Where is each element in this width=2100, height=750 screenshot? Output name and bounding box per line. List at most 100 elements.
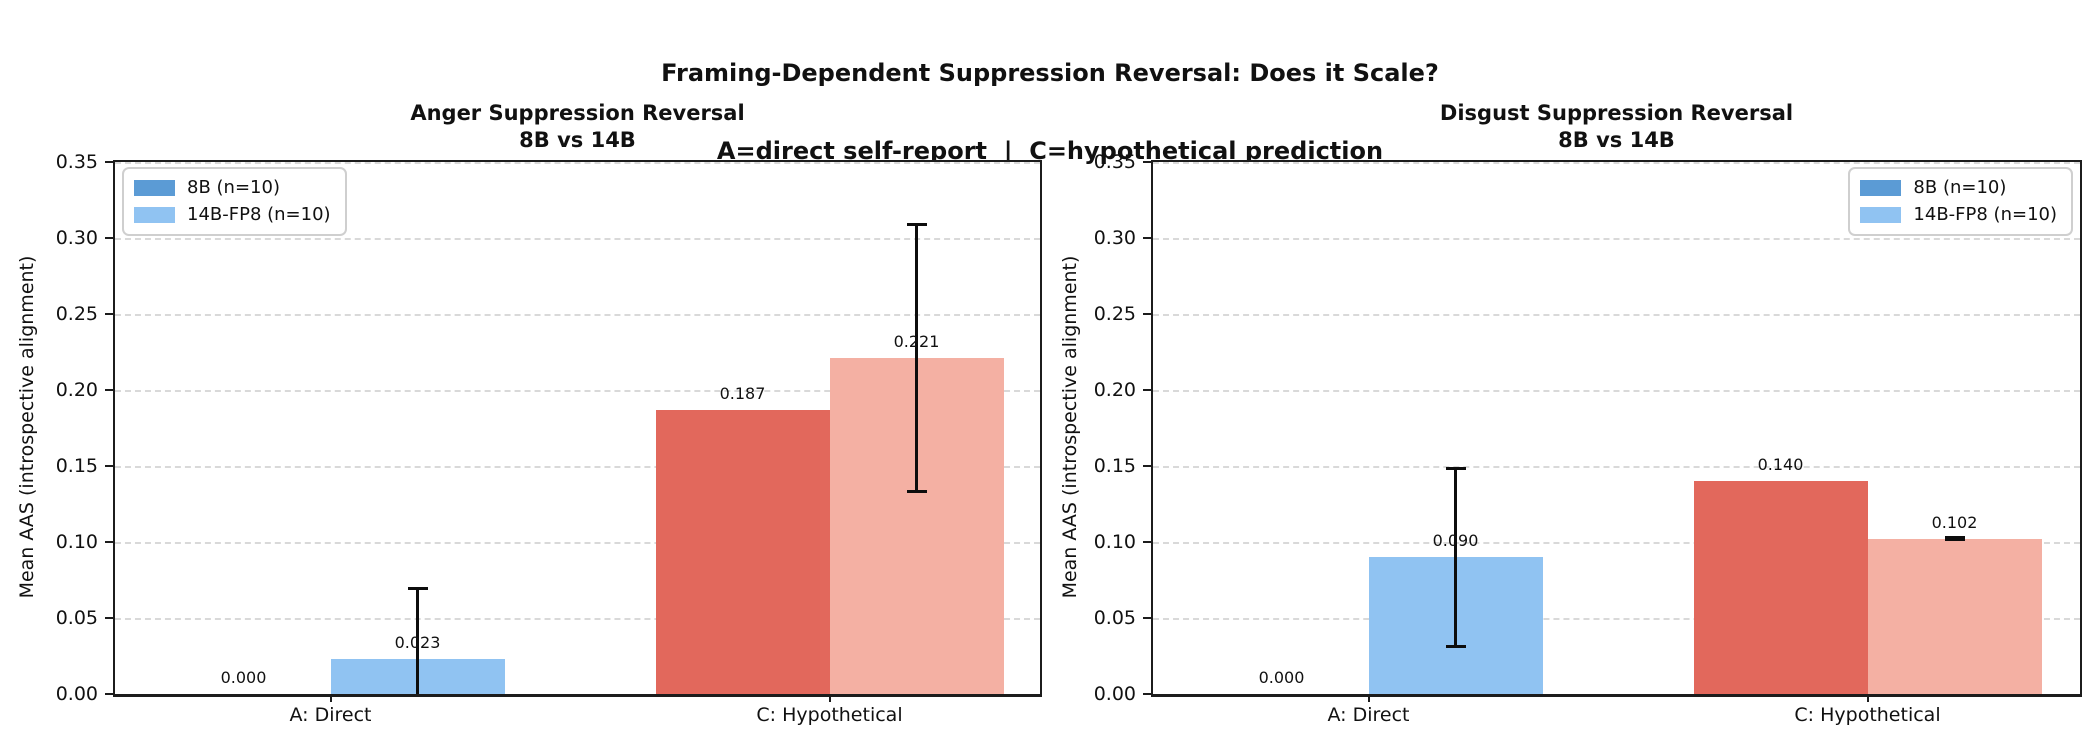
anger-subplot: Anger Suppression Reversal 8B vs 14B Mea… [16, 101, 1042, 726]
bar-value-label: 0.000 [220, 668, 267, 687]
disgust-subplot-title: Disgust Suppression Reversal 8B vs 14B [1151, 100, 2082, 154]
gridline [115, 390, 1040, 392]
bar-8b [655, 409, 830, 694]
gridline [115, 466, 1040, 468]
legend-item: 14B-FP8 (n=10) [1860, 205, 2057, 225]
y-tick-label: 0.25 [55, 303, 98, 325]
gridline [115, 162, 1040, 164]
error-bar-cap-top [906, 223, 927, 227]
bar-value-label: 0.000 [1258, 668, 1305, 687]
legend-color-swatch [134, 180, 175, 196]
x-tick-mark [828, 694, 831, 702]
x-tick-label: A: Direct [289, 704, 372, 726]
disgust-subplot: Disgust Suppression Reversal 8B vs 14B M… [1059, 101, 2082, 726]
y-tick-label: 0.05 [1093, 607, 1136, 629]
legend-item: 8B (n=10) [1860, 178, 2057, 198]
y-tick-label: 0.35 [55, 151, 98, 173]
gridline [1153, 314, 2080, 316]
y-tick-mark [1143, 617, 1151, 619]
gridline [1153, 238, 2080, 240]
x-tick-label: C: Hypothetical [756, 704, 903, 726]
y-tick-label: 0.20 [55, 379, 98, 401]
y-tick-mark [1143, 237, 1151, 239]
y-tick-label: 0.05 [55, 607, 98, 629]
y-tick-mark [105, 237, 113, 239]
figure-title-line2: A=direct self-report | C=hypothetical pr… [716, 137, 1384, 165]
error-bar-cap-top [1445, 466, 1466, 470]
gridline [1153, 466, 2080, 468]
bar-8b [1693, 481, 1868, 694]
bar-value-label: 0.090 [1432, 531, 1479, 551]
disgust-subplot-title-line1: Disgust Suppression Reversal [1439, 101, 1794, 125]
legend-color-swatch [1860, 207, 1902, 223]
y-tick-label: 0.10 [55, 531, 98, 553]
disgust-subplot-title-line2: 8B vs 14B [1558, 128, 1675, 152]
y-tick-label: 0.20 [1093, 379, 1136, 401]
legend: 8B (n=10) 14B-FP8 (n=10) [1848, 167, 2073, 236]
legend-item-label: 14B-FP8 (n=10) [1913, 204, 2057, 225]
y-tick-mark [1143, 313, 1151, 315]
legend-item: 14B-FP8 (n=10) [134, 205, 331, 225]
gridline [115, 314, 1040, 316]
y-tick-mark [105, 693, 113, 695]
legend-color-swatch [1860, 180, 1902, 196]
y-tick-label: 0.30 [55, 227, 98, 249]
bar-value-label: 0.140 [1757, 455, 1804, 475]
gridline [1153, 618, 2080, 620]
y-tick-label: 0.25 [1093, 303, 1136, 325]
y-tick-label: 0.35 [1093, 151, 1136, 173]
gridline [1153, 542, 2080, 544]
y-tick-label: 0.10 [1093, 531, 1136, 553]
bar-value-label: 0.023 [394, 633, 441, 653]
y-tick-label: 0.15 [55, 455, 98, 477]
y-tick-mark [105, 389, 113, 391]
gridline [115, 618, 1040, 620]
y-tick-mark [105, 161, 113, 163]
anger-subplot-title-line1: Anger Suppression Reversal [410, 101, 745, 125]
x-tick-mark [1866, 694, 1869, 702]
gridline [1153, 390, 2080, 392]
y-tick-mark [1143, 693, 1151, 695]
error-bar-whisker [1454, 467, 1457, 647]
error-bar-cap-bottom [1944, 538, 1965, 542]
y-tick-mark [105, 617, 113, 619]
y-tick-label: 0.00 [1093, 683, 1136, 705]
error-bar-whisker [915, 224, 918, 492]
y-tick-mark [1143, 389, 1151, 391]
gridline [115, 542, 1040, 544]
y-tick-mark [105, 313, 113, 315]
bar-value-label: 0.187 [719, 383, 766, 403]
y-tick-mark [1143, 541, 1151, 543]
y-tick-label: 0.30 [1093, 227, 1136, 249]
y-tick-label: 0.15 [1093, 455, 1136, 477]
x-tick-label: C: Hypothetical [1794, 704, 1941, 726]
bar-value-label: 0.221 [893, 332, 940, 352]
x-tick-label: A: Direct [1327, 704, 1410, 726]
legend-color-swatch [134, 207, 175, 223]
gridline [115, 238, 1040, 240]
legend-item-label: 14B-FP8 (n=10) [187, 204, 331, 225]
y-tick-mark [105, 541, 113, 543]
legend: 8B (n=10) 14B-FP8 (n=10) [122, 167, 347, 236]
error-bar-cap-bottom [906, 489, 927, 493]
error-bar-whisker [416, 587, 419, 694]
anger-subplot-title-line2: 8B vs 14B [519, 128, 636, 152]
figure-title: Framing-Dependent Suppression Reversal: … [0, 8, 2100, 216]
legend-item-label: 8B (n=10) [1913, 177, 2007, 198]
bar-value-label: 0.102 [1931, 512, 1978, 532]
x-tick-mark [1367, 694, 1370, 702]
figure-title-line1: Framing-Dependent Suppression Reversal: … [661, 59, 1439, 87]
x-tick-mark [329, 694, 332, 702]
y-tick-label: 0.00 [55, 683, 98, 705]
gridline [1153, 162, 2080, 164]
y-tick-mark [1143, 465, 1151, 467]
error-bar-cap-top [1944, 536, 1965, 540]
y-tick-mark [1143, 161, 1151, 163]
anger-subplot-title: Anger Suppression Reversal 8B vs 14B [113, 100, 1042, 154]
legend-item: 8B (n=10) [134, 178, 331, 198]
error-bar-cap-bottom [1445, 644, 1466, 648]
legend-item-label: 8B (n=10) [187, 177, 280, 198]
y-tick-mark [105, 465, 113, 467]
error-bar-cap-top [407, 586, 428, 590]
